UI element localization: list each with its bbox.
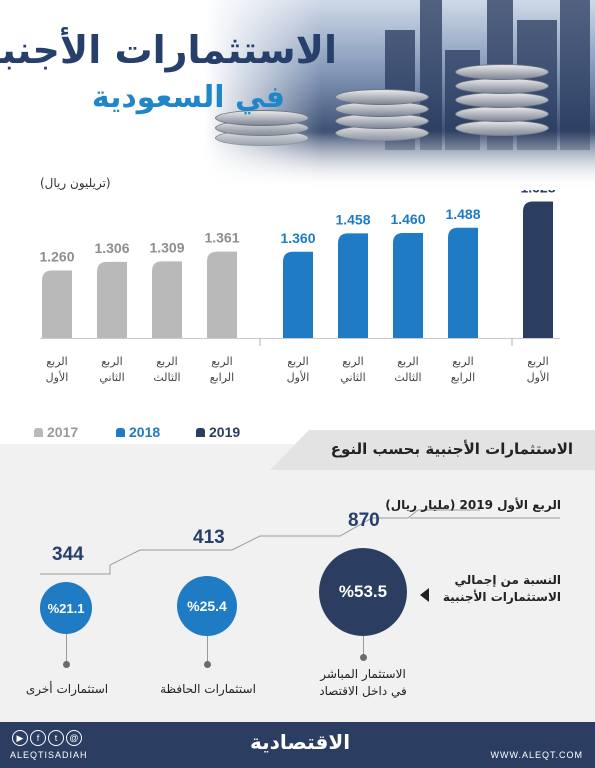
page-title: الاستثمارات الأجنبية <box>0 28 337 72</box>
bar-2018-7 <box>448 227 478 338</box>
bar-value-label: 1.360 <box>280 230 315 246</box>
portfolio-investment-value: 413 <box>193 527 225 548</box>
quarter-label: الربع <box>101 355 122 368</box>
other-investment-share: %21.1 <box>40 582 92 634</box>
bar-value-label: 1.458 <box>335 211 370 227</box>
section-title: الاستثمارات الأجنبية بحسب النوع <box>330 440 573 458</box>
instagram-icon[interactable]: @ <box>66 730 82 746</box>
bar-2017-3 <box>207 251 237 338</box>
other-investment-value: 344 <box>52 544 84 565</box>
bar-value-label: 1.306 <box>94 240 129 256</box>
quarter-ordinal-label: الثالث <box>394 371 421 384</box>
facebook-icon[interactable]: f <box>30 730 46 746</box>
share-note: النسبة من إجمالي الاستثمارات الأجنبية <box>442 573 561 604</box>
website-link[interactable]: WWW.ALEQT.COM <box>490 750 583 760</box>
bar-value-label: 1.460 <box>390 211 425 227</box>
quarter-label: الربع <box>397 355 418 368</box>
header-photo <box>205 0 595 190</box>
legend-item-2018: 2018 <box>116 424 160 440</box>
bar-2017-0 <box>42 270 72 338</box>
quarter-ordinal-label: الثالث <box>153 371 180 384</box>
bar-2017-1 <box>97 261 127 338</box>
quarter-label: الربع <box>287 355 308 368</box>
bar-chart: 1.260 الربع الأول 1.306 الربع الثاني 1.309 الرب… <box>39 190 560 384</box>
bar-value-label: 1.309 <box>149 239 184 255</box>
direct-investment-value: 870 <box>348 510 380 531</box>
note-arrow-icon <box>420 588 429 602</box>
bar-value-label: 1.628 <box>520 190 555 196</box>
legend: 2019 2018 2017 <box>0 424 595 444</box>
bar-2019-8 <box>523 201 553 338</box>
quarter-ordinal-label: الأول <box>527 370 550 384</box>
portfolio-investment-label: استثمارات الحافظة <box>160 682 256 696</box>
quarter-ordinal-label: الرابع <box>451 371 475 384</box>
quarter-label: الربع <box>211 355 232 368</box>
bar-2018-5 <box>338 233 368 338</box>
quarter-ordinal-label: الثاني <box>99 371 124 384</box>
bar-2018-6 <box>393 233 423 338</box>
legend-item-2017: 2017 <box>34 424 78 440</box>
other-investment-label: استثمارات أخرى <box>25 682 109 696</box>
types-section <box>0 444 595 722</box>
period-label: الربع الأول 2019 (مليار ريال) <box>385 498 561 512</box>
bar-2018-4 <box>283 251 313 338</box>
bar-value-label: 1.260 <box>39 249 74 265</box>
bar-value-label: 1.488 <box>445 206 480 222</box>
quarter-ordinal-label: الرابع <box>210 371 234 384</box>
social-handle: ALEQTISADIAH <box>10 750 88 760</box>
youtube-icon[interactable]: ▶ <box>12 730 28 746</box>
page-subtitle: في السعودية <box>91 80 285 115</box>
quarter-label: الربع <box>527 355 548 368</box>
portfolio-investment-share: %25.4 <box>177 576 237 636</box>
twitter-icon[interactable]: t <box>48 730 64 746</box>
unit-label: (تريليون ريال) <box>40 176 111 190</box>
quarter-ordinal-label: الأول <box>46 370 69 384</box>
brand-logo: الاقتصادية <box>250 730 351 754</box>
legend-item-2019: 2019 <box>196 424 240 440</box>
bar-value-label: 1.361 <box>204 230 239 246</box>
footer: ▶ f t @ ALEQTISADIAH الاقتصادية WWW.ALEQ… <box>0 722 595 768</box>
bar-2017-2 <box>152 261 182 338</box>
quarter-label: الربع <box>342 355 363 368</box>
quarter-label: الربع <box>46 355 67 368</box>
section-tab <box>270 430 595 470</box>
quarter-ordinal-label: الثاني <box>340 371 365 384</box>
direct-investment-share: %53.5 <box>319 548 407 636</box>
direct-investment-label: الاستثمار المباشر في داخل الاقتصاد <box>319 667 407 698</box>
quarter-label: الربع <box>156 355 177 368</box>
quarter-label: الربع <box>452 355 473 368</box>
quarter-ordinal-label: الأول <box>287 370 310 384</box>
